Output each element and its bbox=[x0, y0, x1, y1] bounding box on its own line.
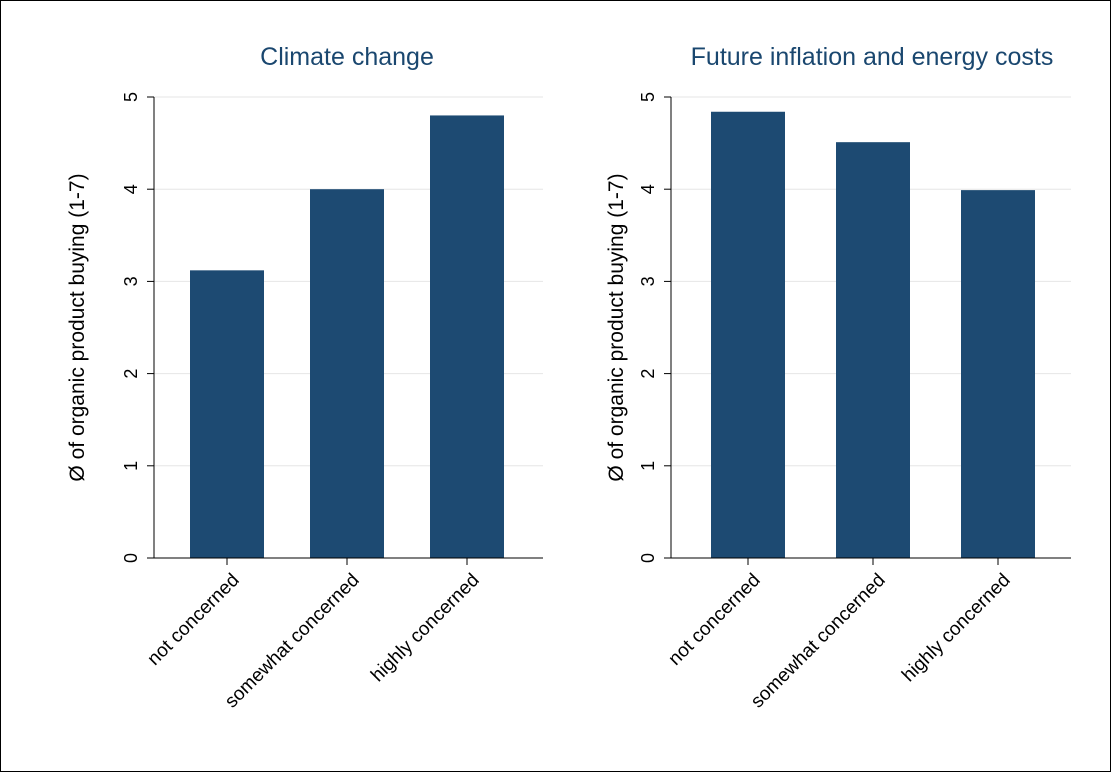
panel-1-y-tick-label: 1 bbox=[121, 461, 141, 471]
panel-1-x-tick-label-1: not concerned bbox=[144, 570, 244, 670]
panel-1-y-tick-label: 0 bbox=[121, 553, 141, 563]
panel-2-y-tick-label: 4 bbox=[638, 184, 658, 194]
panel-2-y-axis-label: Ø of organic product buying (1-7) bbox=[605, 173, 628, 481]
panel-2-title: Future inflation and energy costs bbox=[691, 43, 1054, 71]
panel-2-y-tick-label: 1 bbox=[638, 461, 658, 471]
panel-2-y-tick-label: 0 bbox=[638, 553, 658, 563]
panel-2-y-tick-label: 2 bbox=[638, 369, 658, 379]
panel-1-x-tick-label-2: somewhat concerned bbox=[221, 570, 364, 713]
panel-2-x-tick-label-2: somewhat concerned bbox=[747, 570, 890, 713]
panel-2-x-tick-label-1: not concerned bbox=[665, 570, 765, 670]
panel-1-bar-1 bbox=[190, 270, 264, 558]
panel-1-y-axis-label: Ø of organic product buying (1-7) bbox=[66, 173, 89, 481]
panel-2-y-tick-label: 5 bbox=[638, 92, 658, 102]
panel-1-y-tick-label: 5 bbox=[121, 92, 141, 102]
panel-1-bar-3 bbox=[430, 115, 504, 558]
panel-2-bar-1 bbox=[711, 111, 785, 558]
panel-2-bar-2 bbox=[836, 142, 910, 559]
panel-2-x-tick-label-3: highly concerned bbox=[898, 570, 1014, 686]
panel-1-y-tick-label: 2 bbox=[121, 369, 141, 379]
panel-1-x-tick-label-3: highly concerned bbox=[367, 570, 483, 686]
panel-1-bar-2 bbox=[310, 189, 384, 558]
panel-1-title: Climate change bbox=[260, 43, 434, 71]
panel-1-y-tick-label: 4 bbox=[121, 184, 141, 194]
panel-1-y-tick-label: 3 bbox=[121, 276, 141, 286]
panel-2-bar-3 bbox=[961, 190, 1035, 558]
panel-2-y-tick-label: 3 bbox=[638, 276, 658, 286]
